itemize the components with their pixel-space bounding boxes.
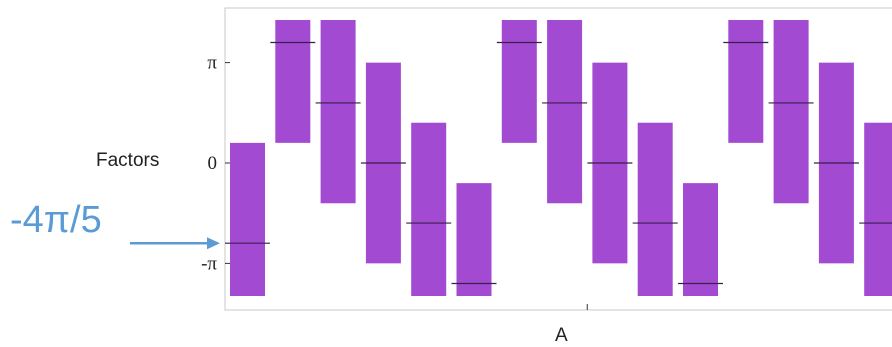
y-tick-label: -π [201,253,217,274]
bar [773,20,809,204]
bar [547,20,583,204]
bar [275,20,311,143]
annotation-arrowhead [207,237,220,250]
bar [320,20,356,204]
bar [456,183,492,296]
bar [683,183,718,296]
x-axis-label: A [555,325,568,346]
bar [230,142,265,296]
bar [728,20,764,143]
y-tick-label: π [207,53,217,74]
bar [411,122,447,296]
annotation: -4π/5 [10,199,220,250]
bar [864,122,892,296]
bar [637,122,673,296]
y-tick-label: 0 [208,153,218,174]
annotation-label: -4π/5 [10,199,102,241]
y-axis-label: Factors [96,150,159,171]
bars-layer [225,20,892,296]
bar [501,20,537,143]
y-ticks-layer: π 0 -π [201,53,230,274]
